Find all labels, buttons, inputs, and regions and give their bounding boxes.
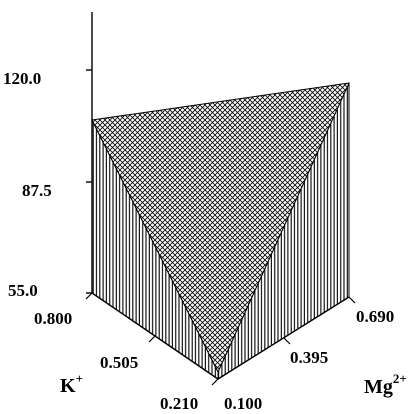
k-tick-label-0210: 0.210 [160, 394, 198, 413]
z-tick-label-120: 120.0 [3, 69, 41, 88]
mg-axis-label: Mg2+ [364, 371, 407, 398]
k-tick-1 [148, 335, 156, 343]
mg-tick-label-0690: 0.690 [356, 307, 394, 326]
mg-tick-1 [283, 337, 291, 345]
k-tick-label-0800: 0.800 [34, 309, 72, 328]
mg-tick-2 [348, 296, 356, 304]
k-tick-2 [211, 378, 219, 386]
surface-mesh [91, 82, 350, 374]
mg-tick-label-0100: 0.100 [224, 394, 262, 413]
z-tick-label-55: 55.0 [8, 281, 38, 300]
k-axis-label: K+ [60, 371, 83, 397]
k-tick-label-0505: 0.505 [100, 353, 138, 372]
z-tick-label-87: 87.5 [22, 181, 52, 200]
mg-tick-label-0395: 0.395 [290, 348, 328, 367]
mg-axis-line [217, 296, 350, 380]
k-tick-0 [85, 292, 93, 300]
